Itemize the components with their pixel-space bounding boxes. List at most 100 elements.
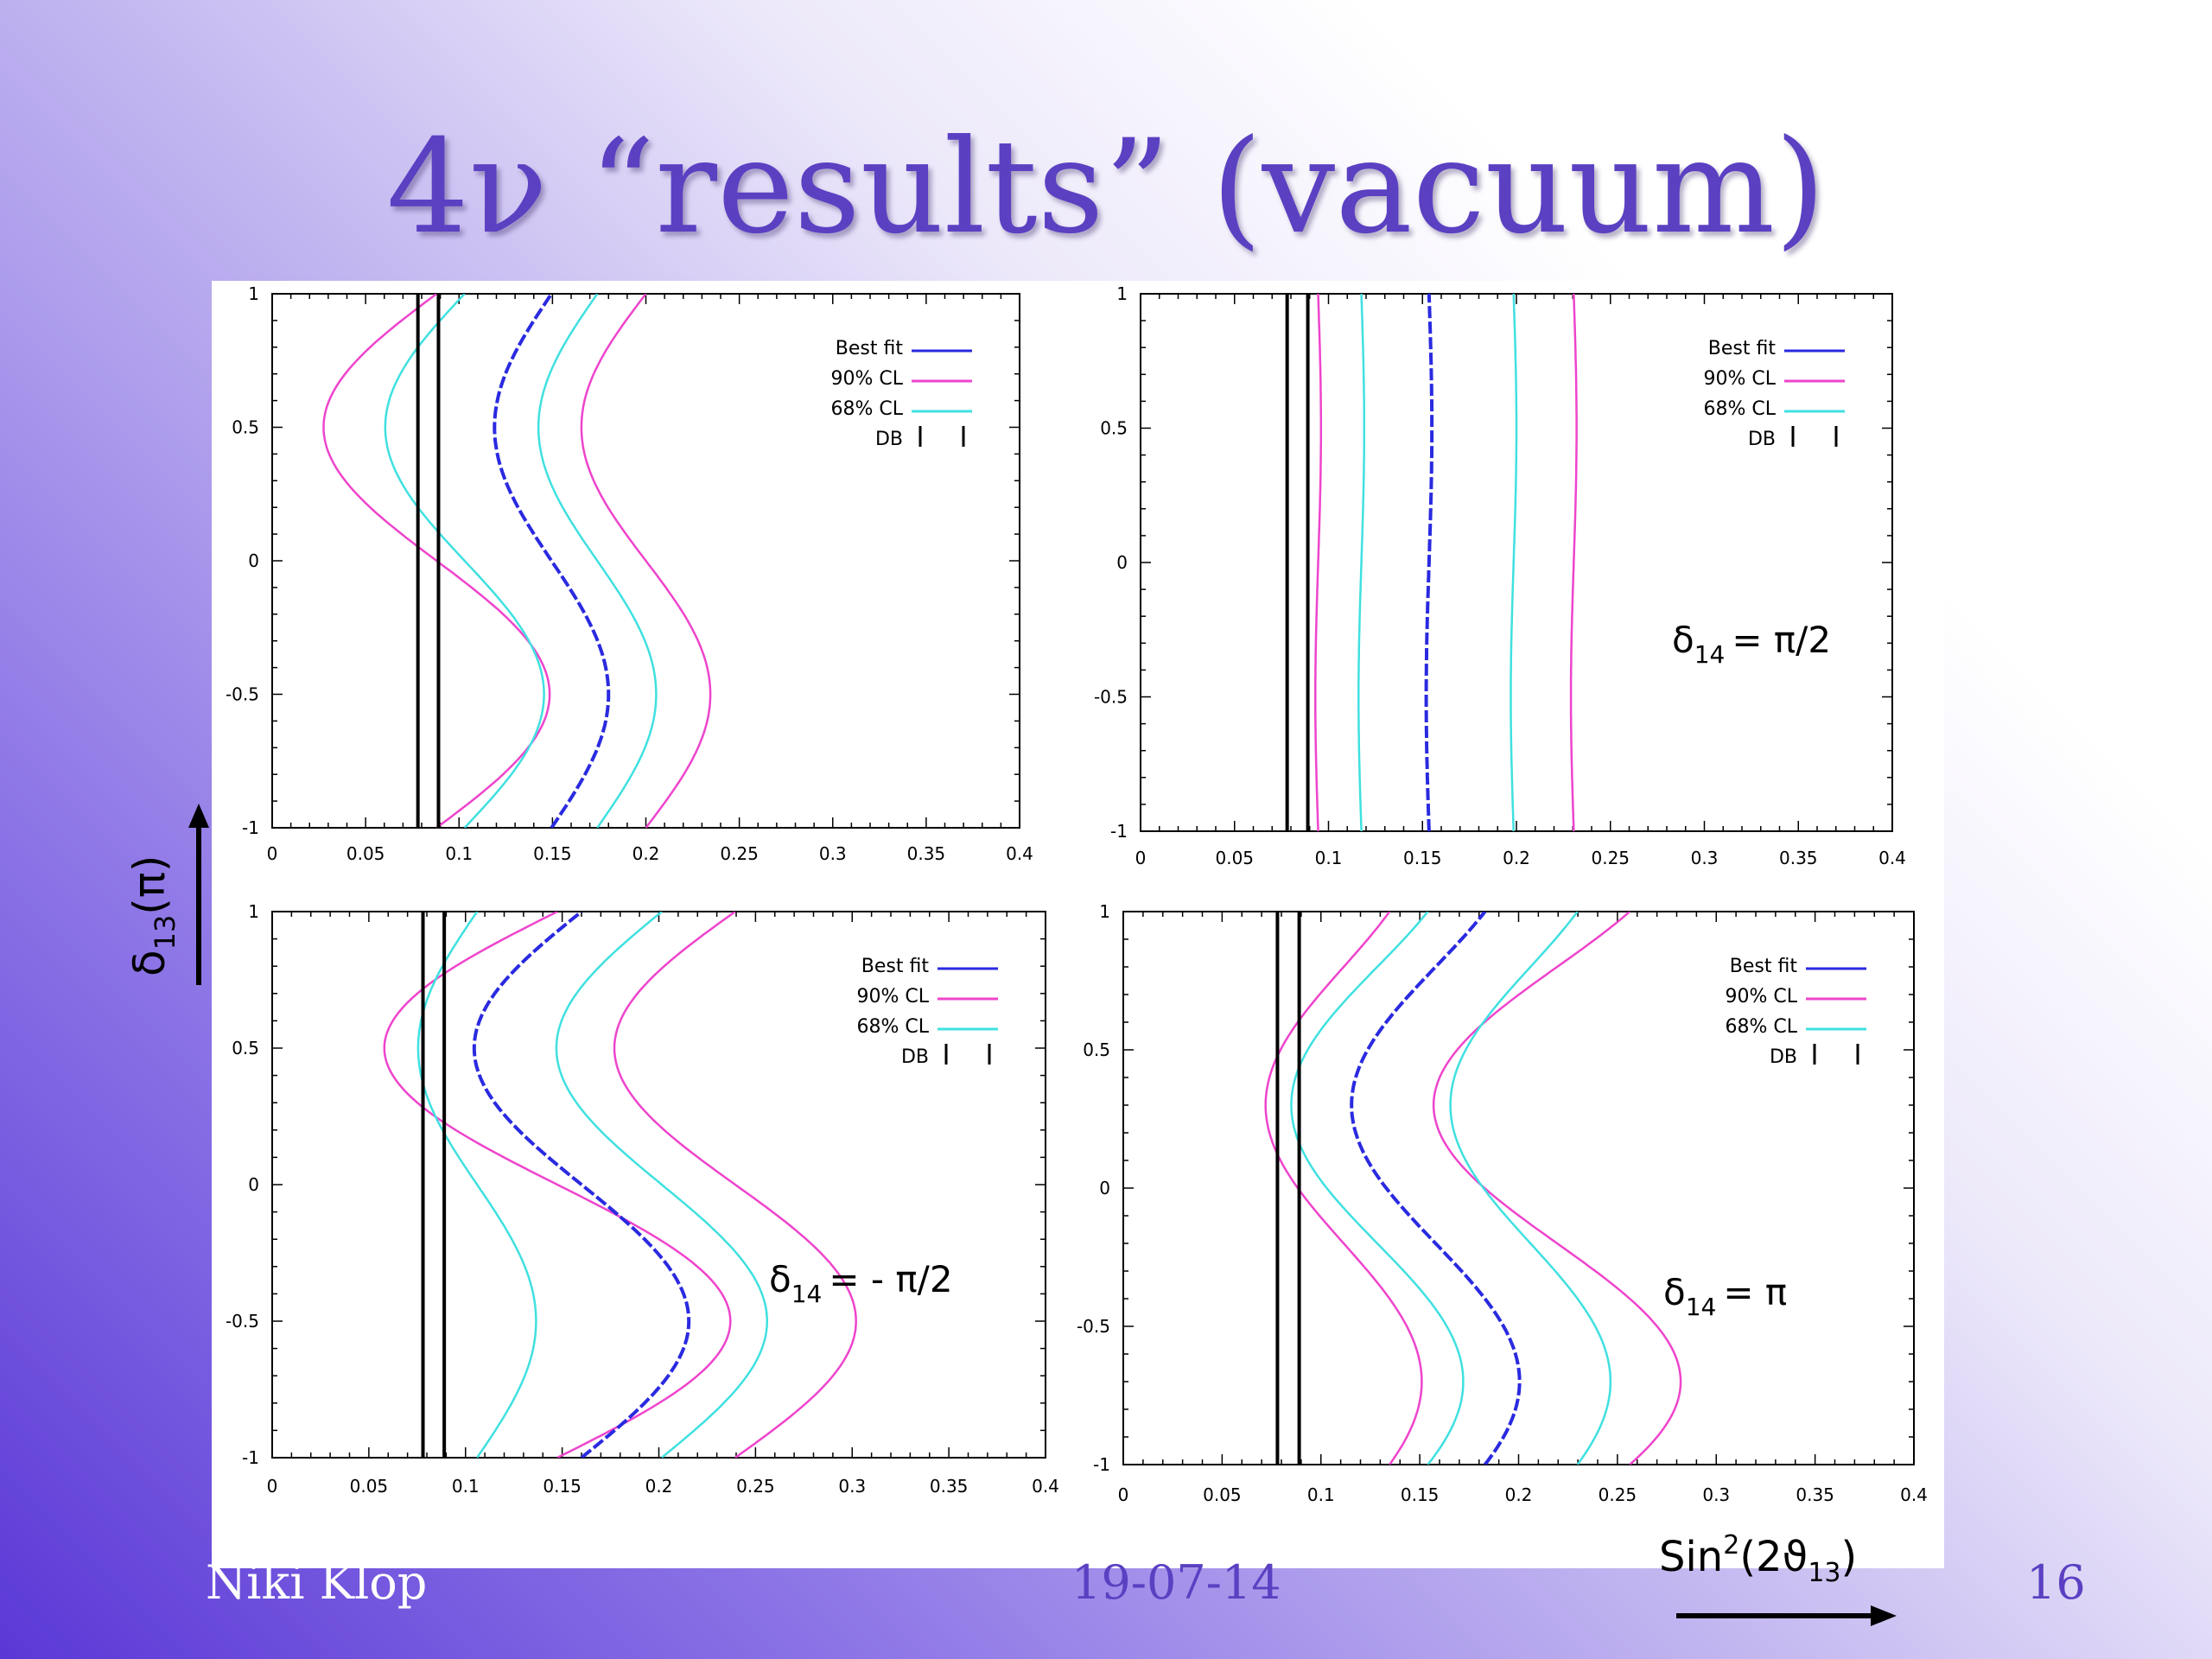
x-label-pre: Sin (1659, 1533, 1723, 1581)
x-label-sup: 2 (1723, 1530, 1739, 1560)
delta14-annotation: δ14 = - π/2 (769, 1258, 953, 1308)
y-tick-label: 0.5 (232, 1038, 259, 1058)
x-tick-label: 0.4 (1006, 843, 1033, 864)
x-tick-label: 0.35 (930, 1476, 969, 1497)
annotation-rest: = π/2 (1732, 619, 1831, 661)
cl90-curve (1569, 294, 1578, 831)
legend: Best fit 90% CL 68% CL DB (1725, 956, 1866, 1068)
cl68-curve (384, 294, 545, 828)
plot-top-right: 0 0.05 0.1 0.15 0.2 0.25 0.3 0.35 0.4 1 0.5 0 -0.5 -1… (1094, 283, 1906, 868)
x-tick-label: 0.35 (1779, 848, 1818, 868)
best-fit-curve (1424, 294, 1434, 831)
x-tick-label: 0.3 (838, 1476, 866, 1497)
plot-top-left: 0 0.05 0.1 0.15 0.2 0.25 0.3 0.35 0.4 1 0.5 0 -0.5 -1… (226, 283, 1033, 864)
x-tick-label: 0.2 (1503, 848, 1530, 868)
y-tick-label: -0.5 (226, 1311, 259, 1332)
legend-label: DB (875, 429, 903, 450)
x-tick-label: 0.25 (1591, 848, 1630, 868)
cl90-curve (383, 912, 732, 1458)
cl90-curve (1314, 294, 1323, 831)
annotation-main: δ (769, 1258, 791, 1300)
y-tick-label: 0.5 (1100, 418, 1128, 439)
x-tick-label: 0.05 (350, 1476, 389, 1497)
y-tick-label: 1 (1099, 901, 1110, 922)
svg-text:δ13(π): δ13(π) (124, 855, 181, 976)
cl68-curve (537, 294, 658, 828)
best-fit-curve (493, 294, 611, 828)
x-tick-label: 0.15 (1401, 1484, 1440, 1505)
x-tick-label: 0.2 (632, 843, 660, 864)
x-label-mid: (2ϑ (1739, 1533, 1808, 1581)
x-tick-label: 0 (267, 843, 278, 864)
x-tick-label: 0.25 (736, 1476, 775, 1497)
x-tick-label: 0.25 (720, 843, 759, 864)
x-tick-label: 0.15 (533, 843, 572, 864)
plot-bottom-right: 0 0.05 0.1 0.15 0.2 0.25 0.3 0.35 0.4 1 0.5 0 -0.5 -1… (1077, 901, 1928, 1505)
y-tick-label: 0 (1116, 552, 1128, 573)
annotation-rest: = - π/2 (829, 1258, 952, 1300)
y-tick-label: -1 (1093, 1454, 1110, 1475)
delta14-annotation: δ14 = π/2 (1672, 619, 1831, 669)
y-label-rest: (π) (124, 855, 175, 915)
ticks (271, 911, 1046, 1459)
delta14-annotation: δ14 = π (1663, 1271, 1787, 1321)
y-axis-label: δ13(π) (124, 804, 209, 985)
x-tick-label: 0.1 (1307, 1484, 1335, 1505)
cl68-curve (555, 912, 769, 1458)
cl90-curve (580, 294, 712, 828)
x-tick-label: 0.2 (645, 1476, 673, 1497)
x-arrow-head (1871, 1605, 1897, 1626)
y-tick-label: -1 (242, 1447, 259, 1468)
legend-label: Best fit (1708, 338, 1777, 359)
ticks (1140, 293, 1893, 832)
x-tick-label: 0.25 (1599, 1484, 1637, 1505)
cl68-curve (1290, 912, 1465, 1465)
x-tick-label: 0.35 (1796, 1484, 1834, 1505)
cl68-curve (1510, 294, 1518, 831)
legend-label: 90% CL (830, 368, 903, 390)
y-label-sub: 13 (149, 915, 181, 950)
legend-label: 90% CL (1725, 986, 1797, 1007)
y-tick-label: 1 (1116, 283, 1128, 304)
x-label-sub: 13 (1808, 1558, 1840, 1588)
y-tick-label: -1 (1110, 821, 1128, 842)
x-tick-label: 0.4 (1032, 1476, 1059, 1497)
legend-label: 68% CL (856, 1016, 929, 1038)
footer-date: 19-07-14 (1071, 1555, 1281, 1610)
x-tick-label: 0.4 (1900, 1484, 1928, 1505)
legend-label: Best fit (836, 338, 904, 359)
curves (322, 294, 712, 828)
curves (1314, 294, 1578, 831)
legend-label: 68% CL (1725, 1016, 1797, 1038)
slide-title: 4ν “results” (vacuum) (386, 112, 1826, 263)
ticks (1122, 911, 1915, 1465)
y-tick-label: 0.5 (232, 417, 259, 438)
x-tick-label: 0.3 (1702, 1484, 1730, 1505)
plot-bottom-left: 0 0.05 0.1 0.15 0.2 0.25 0.3 0.35 0.4 1 0.5 0 -0.5 -1… (226, 901, 1059, 1497)
x-tick-label: 0.15 (543, 1476, 582, 1497)
x-tick-label: 0.1 (452, 1476, 480, 1497)
footer-author: Niki Klop (206, 1555, 428, 1610)
x-tick-label: 0.05 (346, 843, 385, 864)
ticks (271, 293, 1020, 829)
annotation-sub: 14 (1686, 1293, 1717, 1321)
x-tick-label: 0.1 (445, 843, 473, 864)
legend-label: 90% CL (856, 986, 929, 1007)
y-tick-label: -0.5 (1094, 687, 1128, 708)
annotation-main: δ (1672, 619, 1694, 661)
y-tick-label: -1 (242, 817, 259, 838)
x-tick-label: 0.1 (1315, 848, 1343, 868)
x-tick-label: 0.05 (1203, 1484, 1242, 1505)
cl68-curve (1449, 912, 1612, 1465)
curves (1264, 912, 1682, 1465)
y-tick-label: 1 (248, 283, 259, 304)
x-axis-label: Sin2(2ϑ13) (1659, 1530, 1897, 1626)
legend-label: DB (1770, 1046, 1797, 1068)
legend-label: Best fit (1730, 956, 1798, 977)
y-label-main: δ (124, 950, 175, 976)
x-tick-label: 0.3 (819, 843, 847, 864)
x-tick-label: 0 (267, 1476, 278, 1497)
svg-text:Sin2(2ϑ13): Sin2(2ϑ13) (1659, 1530, 1857, 1588)
legend: Best fit 90% CL 68% CL DB (1703, 338, 1845, 450)
y-tick-label: 1 (248, 901, 259, 922)
